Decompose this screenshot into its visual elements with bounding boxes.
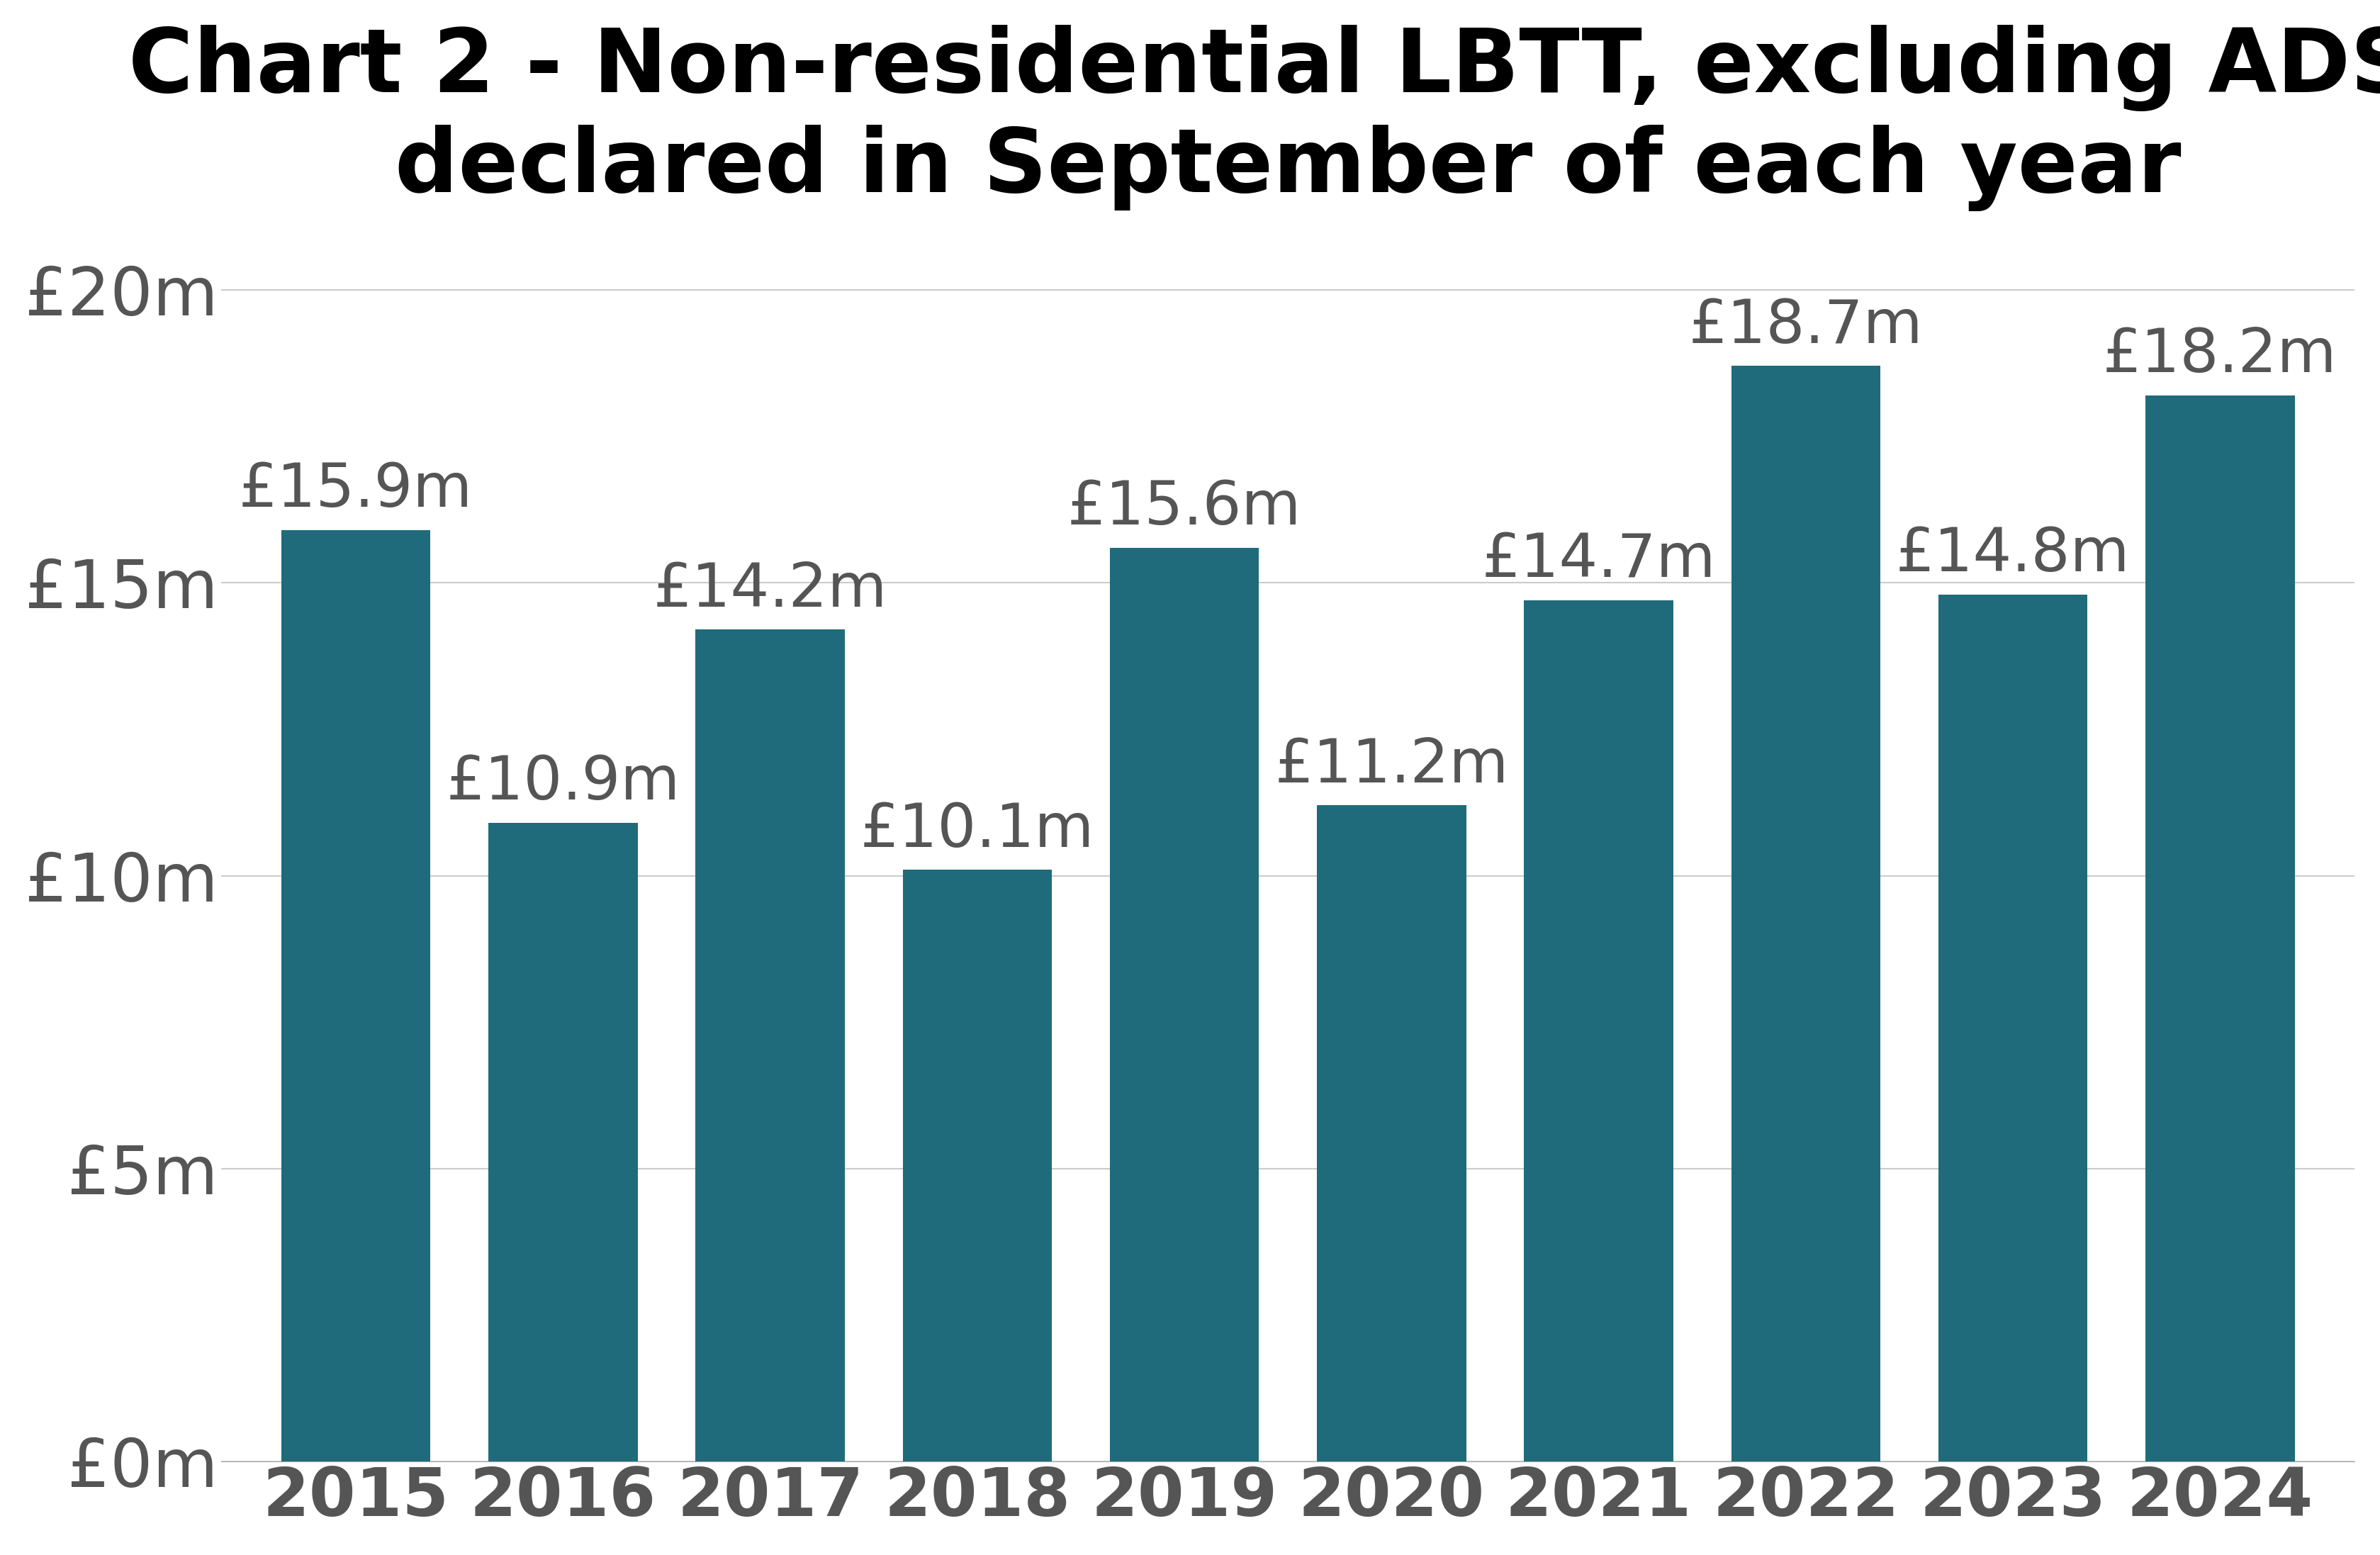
- Text: £18.2m: £18.2m: [2104, 327, 2337, 384]
- Text: £14.7m: £14.7m: [1480, 530, 1716, 589]
- Text: £10.1m: £10.1m: [859, 801, 1095, 860]
- Text: £15.6m: £15.6m: [1066, 479, 1302, 536]
- Text: £14.8m: £14.8m: [1897, 526, 2130, 585]
- Text: £11.2m: £11.2m: [1273, 736, 1509, 795]
- Bar: [1937, 594, 2087, 1462]
- Bar: [2144, 395, 2294, 1462]
- Bar: [1523, 600, 1673, 1462]
- Bar: [1730, 365, 1880, 1462]
- Bar: [488, 823, 638, 1462]
- Text: £18.7m: £18.7m: [1690, 297, 1923, 356]
- Bar: [902, 869, 1052, 1462]
- Bar: [1316, 805, 1466, 1462]
- Title: Chart 2 - Non-residential LBTT, excluding ADS,
declared in September of each yea: Chart 2 - Non-residential LBTT, excludin…: [129, 25, 2380, 211]
- Bar: [281, 530, 431, 1462]
- Bar: [1109, 547, 1259, 1462]
- Bar: [695, 630, 845, 1462]
- Text: £14.2m: £14.2m: [652, 560, 888, 619]
- Text: £15.9m: £15.9m: [238, 460, 474, 519]
- Text: £10.9m: £10.9m: [445, 754, 681, 813]
